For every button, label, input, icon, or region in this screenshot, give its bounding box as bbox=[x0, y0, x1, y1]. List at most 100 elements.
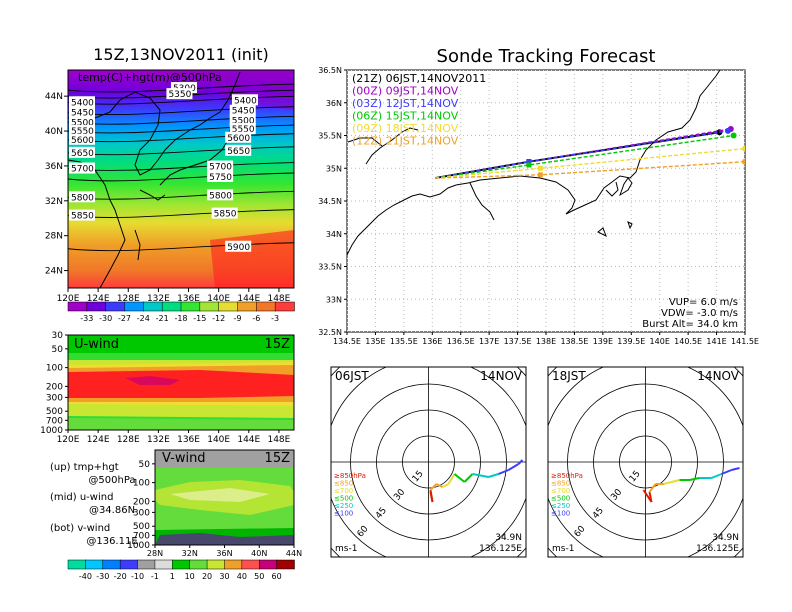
lat-tick-label: 24N bbox=[45, 267, 63, 277]
colorbar-label: 1 bbox=[170, 572, 175, 581]
lon-tick-label: 136E bbox=[177, 294, 200, 304]
pressure-tick-label: 50 bbox=[139, 460, 151, 470]
pressure-tick-label: 1000 bbox=[40, 426, 63, 436]
contour-label-bg bbox=[69, 96, 95, 108]
note-bot-line1: (bot) v-wind bbox=[50, 523, 110, 534]
u-wind-time: 15Z bbox=[265, 337, 291, 352]
colorbar-label: -30 bbox=[96, 572, 109, 581]
colorbar-swatch bbox=[241, 559, 260, 570]
colorbar-swatch bbox=[85, 559, 104, 570]
x-tick-label: 140.5E bbox=[674, 337, 702, 346]
contour-label: 5850 bbox=[71, 212, 94, 222]
track-legend-entry: (00Z) 09JST,14NOV bbox=[352, 85, 459, 98]
track-line bbox=[435, 130, 729, 179]
height-contour bbox=[68, 242, 294, 252]
hodograph-legend-entry: ≥850hPa bbox=[334, 472, 366, 480]
vup-info: VUP= 6.0 m/s bbox=[669, 297, 738, 308]
track-legend-entry: (09Z) 18JST,14NOV bbox=[352, 122, 459, 135]
contour-label: 5800 bbox=[209, 191, 232, 201]
contour-label: 5600 bbox=[227, 134, 250, 144]
sonde-track-map: (21Z) 06JST,14NOV2011(00Z) 09JST,14NOV(0… bbox=[318, 66, 759, 346]
contour-label: 5650 bbox=[71, 149, 94, 159]
track-legend-entry: (06Z) 15JST,14NOV bbox=[352, 110, 459, 123]
colorbar-swatch bbox=[276, 559, 295, 570]
panel-legend-notes: (up) tmp+hgt @500hPa (mid) u-wind @34.86… bbox=[50, 462, 138, 547]
contour-label-bg bbox=[229, 104, 256, 116]
lat-tick-label: 32N bbox=[45, 197, 63, 207]
hodograph-trace bbox=[648, 491, 653, 503]
colorbar-swatch bbox=[237, 301, 258, 312]
hodograph-trace bbox=[472, 473, 489, 478]
coastlines bbox=[347, 70, 721, 256]
contour-label: 5550 bbox=[71, 127, 94, 137]
hodograph-legend-entry: ≤850 bbox=[334, 480, 353, 488]
track-legend-entry: (03Z) 12JST,14NOV bbox=[352, 97, 459, 110]
contour-label-bg bbox=[225, 144, 252, 156]
x-tick-label: 139.5E bbox=[617, 337, 645, 346]
hodograph-trace bbox=[663, 481, 672, 485]
pressure-tick-label: 700 bbox=[133, 531, 150, 541]
note-up-line2: @500hPa bbox=[88, 475, 135, 486]
colorbar-swatch bbox=[199, 301, 220, 312]
colorbar-label: 50 bbox=[254, 572, 264, 581]
hodograph-trace bbox=[453, 473, 466, 483]
contour-label-bg bbox=[225, 131, 252, 143]
hodograph-legend-entry: ≤850 bbox=[551, 480, 570, 488]
hodograph-trace bbox=[436, 483, 443, 488]
colorbar-swatch bbox=[86, 301, 107, 312]
contour-label-bg bbox=[69, 133, 95, 145]
colorbar-label: -40 bbox=[79, 572, 92, 581]
u-wind-label: U-wind bbox=[74, 337, 119, 352]
lon-tick-label: 132E bbox=[147, 435, 170, 445]
colorbar-swatch bbox=[102, 559, 121, 570]
contour-label-bg bbox=[229, 123, 256, 135]
lon-tick-label: 148E bbox=[267, 435, 290, 445]
lat-tick-label: 36N bbox=[216, 549, 232, 558]
pressure-tick-label: 1000 bbox=[127, 541, 150, 551]
hodograph-legend-entry: ≤250 bbox=[551, 502, 570, 510]
x-tick-label: 136E bbox=[422, 337, 442, 346]
lon-tick-label: 140E bbox=[207, 294, 230, 304]
colorbar-swatch bbox=[67, 301, 88, 312]
pressure-tick-label: 100 bbox=[133, 479, 150, 489]
hodograph-lon: 136.125E bbox=[479, 544, 522, 554]
hodograph-trace bbox=[671, 479, 680, 483]
contour-label-bg bbox=[69, 106, 95, 118]
hodograph-trace bbox=[648, 483, 657, 493]
hodograph-trace bbox=[731, 467, 740, 471]
colorbar-swatch bbox=[119, 559, 139, 570]
coastline bbox=[68, 71, 241, 176]
colorbar-swatch bbox=[256, 301, 276, 312]
contour-label-bg bbox=[69, 125, 95, 137]
pressure-tick-label: 500 bbox=[133, 522, 150, 532]
contour-label-bg bbox=[207, 171, 234, 182]
lat-tick-label: 28N bbox=[45, 232, 63, 242]
colorbar-label: 30 bbox=[219, 572, 229, 581]
x-tick-label: 138E bbox=[536, 337, 556, 346]
x-tick-label: 137.5E bbox=[504, 337, 532, 346]
hodograph-lat: 34.9N bbox=[712, 533, 739, 543]
wind-colorbar: -40 -30 -20 -10 -1 1 10 20 30 40 50 60 bbox=[67, 559, 295, 581]
colorbar-label: -12 bbox=[212, 314, 225, 323]
hodograph-unit: ms-1 bbox=[335, 544, 357, 554]
lat-tick-label: 28N bbox=[147, 549, 163, 558]
contour-label: 5600 bbox=[71, 136, 94, 146]
height-contour bbox=[68, 172, 294, 182]
contour-labels: 5400545055005550560056505700580058505300… bbox=[69, 82, 258, 253]
colorbar-label: -18 bbox=[174, 314, 187, 323]
y-tick-label: 32.5N bbox=[318, 328, 342, 337]
hodograph-trace bbox=[447, 473, 456, 485]
colorbar-label: -33 bbox=[80, 314, 93, 323]
lon-tick-label: 128E bbox=[117, 435, 140, 445]
hodograph-trace bbox=[517, 459, 524, 465]
main-title: Sonde Tracking Forecast bbox=[437, 46, 656, 67]
hodograph-trace bbox=[507, 463, 520, 471]
lon-tick-label: 144E bbox=[237, 294, 260, 304]
hodograph-trace bbox=[429, 483, 438, 491]
pressure-tick-label: 30 bbox=[52, 331, 64, 341]
contour-label: 5450 bbox=[71, 109, 94, 119]
track-legend-entry: (21Z) 06JST,14NOV2011 bbox=[352, 72, 486, 85]
lon-tick-label: 124E bbox=[87, 435, 110, 445]
